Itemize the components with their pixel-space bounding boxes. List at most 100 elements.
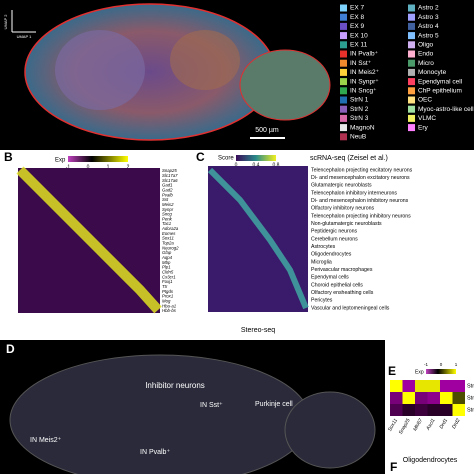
row-label: Astrocytes [311,244,336,250]
legend-swatch [340,133,347,141]
legend-label: Monocyte [418,69,447,76]
row-label: Vascular and leptomeningeal cells [311,305,390,311]
legend-tick: 0 [440,362,443,367]
panel-label: D [6,342,15,356]
row-label: Non-glutamatergic neuroblasts [311,221,382,227]
gene-label: Ptgds [162,289,174,294]
region-label: Purkinje cell [255,401,293,408]
heat-cell [415,404,428,416]
row-label: Olfactory ensheathing cells [311,290,374,296]
legend-swatch [408,105,415,113]
legend-swatch [408,32,415,40]
legend-tick: 0 [87,164,90,170]
cortex-region [55,30,145,110]
row-label: Striatal neuron 1 [467,383,474,389]
axis-label: Stereo-seq [241,327,275,334]
row-label: Di- and mesencephalon inhibitory neurons [311,198,409,204]
umap-label: UMAP 1 [17,34,33,39]
legend-swatch [408,114,415,122]
legend-swatch [340,87,347,95]
legend-label: EX 11 [350,42,368,49]
gene-label: Gad2 [162,187,173,192]
heat-cell [452,380,465,392]
gene-label: Slc17a6 [162,178,178,183]
legend-tick: 2 [127,164,130,170]
heat-cell [427,392,440,404]
row-label: Di- and mesencephalon excitatory neurons [311,175,410,181]
gene-label: Sst [162,197,169,202]
gene-label: Hbb-bs [162,308,177,313]
legend-swatch [340,68,347,76]
legend-label: IN Pvalb⁺ [350,51,379,58]
legend-label: Ependymal cell [418,78,463,85]
legend-swatch [340,13,347,21]
panel-label: B [4,150,13,164]
umap-label: UMAP 2 [3,14,8,30]
legend-label: IN Sncg⁺ [350,88,377,95]
legend-swatch [408,96,415,104]
gene-label: Sox11 [387,417,399,432]
legend-label: VLMC [418,115,436,122]
heat-cell [390,380,403,392]
scale-label: 500 µm [255,127,279,134]
panel-label: C [196,150,205,164]
heat-cell [415,392,428,404]
gene-label: Adora2a [161,226,179,231]
row-label: Telencephalon inhibitory interneurons [311,190,397,196]
heat-cell [427,380,440,392]
gene-label: Plp1 [162,265,171,270]
legend-label: Astro 4 [418,23,439,30]
cerebellum [239,49,331,121]
color-scale [426,369,456,374]
gene-label: Cldn5 [162,270,174,275]
heatmap-diagonal [16,166,162,314]
legend-swatch [340,105,347,113]
legend-tick: 0 [235,162,238,168]
heat-cell [427,404,440,416]
legend-tick: -1 [66,164,71,170]
legend-title: Exp [55,158,66,164]
gene-label: Mki67 [412,417,424,432]
legend-label: Endo [418,51,434,58]
gene-label: Penk [162,216,173,221]
gene-label: Snap25 [162,168,177,173]
gene-label: Meis2 [162,202,174,207]
legend-label: Astro 3 [418,14,439,21]
legend-label: OEC [418,97,432,104]
gene-label: Mog [162,298,171,303]
panel-label: E [388,364,396,378]
heat-cell [402,392,415,404]
heat-cell [440,380,453,392]
midbrain-region [170,30,240,90]
heatmap-diagonal [207,167,309,310]
gene-label: Sox11 [162,236,174,241]
heat-cell [390,404,403,416]
legend-label: ChP epithelium [418,88,462,95]
legend-tick: 1 [107,164,110,170]
legend-swatch [340,50,347,58]
gene-label: Gad1 [162,183,173,188]
gene-label: Tac1 [162,221,172,226]
legend-swatch [340,59,347,67]
gene-label: Drd1 [439,417,450,430]
color-scale [68,156,128,162]
region-label: IN Meis2⁺ [30,437,62,444]
gene-label: Synpr [162,207,174,212]
legend-label: StrN 3 [350,115,369,122]
gene-label: Top2a [162,241,174,246]
cerebellum [284,391,376,469]
legend-label: IN Synpr⁺ [350,78,379,85]
gene-label: Eomes [162,231,176,236]
row-label: Cerebellum neurons [311,236,358,242]
legend-title: Score [218,156,234,162]
legend-swatch [340,114,347,122]
gene-label: Ascl1 [425,417,437,432]
gene-label: Pvalb [162,192,173,197]
legend-tick: -1 [424,362,428,367]
legend-label: Ery [418,124,429,131]
gene-label: Ttr [162,284,168,289]
heat-cell [440,404,453,416]
row-label: Striatal neuron 3 [467,407,474,413]
legend-swatch [340,78,347,86]
